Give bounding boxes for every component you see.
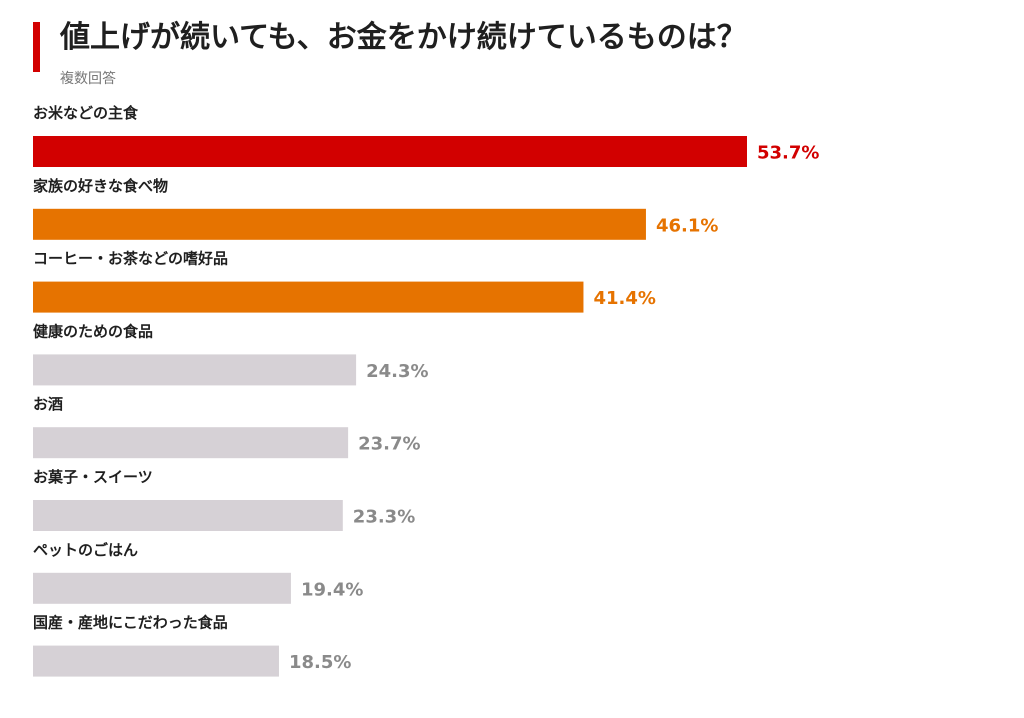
category-label: コーヒー・お茶などの嗜好品: [33, 250, 228, 268]
chart-subtitle: 複数回答: [60, 71, 116, 87]
bar: [33, 572, 291, 604]
value-label: 24.3%: [366, 361, 428, 382]
value-label: 53.7%: [757, 143, 819, 164]
category-label: 国産・産地にこだわった食品: [33, 614, 228, 632]
value-label: 19.4%: [301, 579, 363, 600]
bar: [33, 500, 343, 531]
value-label: 18.5%: [289, 652, 351, 673]
category-label: お米などの主食: [33, 104, 139, 122]
bar-row: 健康のための食品 24.3%: [33, 322, 429, 386]
category-label: ペットのごはん: [33, 541, 138, 559]
bar: [33, 281, 584, 313]
chart-title: 値上げが続いても、お金をかけ続けているものは？: [60, 20, 747, 55]
bar: [33, 645, 279, 677]
bar-row: 家族の好きな食べ物 46.1%: [33, 177, 718, 240]
bar-row: お米などの主食 53.7%: [33, 104, 819, 167]
title-block: 値上げが続いても、お金をかけ続けているものは？ 複数回答: [33, 18, 993, 87]
bar-row: コーヒー・お茶などの嗜好品 41.4%: [33, 250, 656, 313]
bar: [33, 136, 747, 167]
category-label: お酒: [33, 395, 63, 413]
value-label: 23.3%: [353, 507, 415, 528]
value-label: 41.4%: [593, 288, 655, 309]
category-label: 家族の好きな食べ物: [33, 177, 168, 195]
bar-row: ペットのごはん 19.4%: [33, 541, 363, 604]
value-label: 46.1%: [656, 215, 718, 236]
category-label: 健康のための食品: [33, 322, 153, 340]
title-accent-bar: [33, 22, 40, 72]
bar: [33, 427, 349, 459]
bar-row: 国産・産地にこだわった食品 18.5%: [33, 614, 351, 677]
bar: [33, 208, 646, 240]
bar: [33, 354, 357, 386]
bar-row: お酒 23.7%: [33, 395, 421, 459]
category-label: お菓子・スイーツ: [33, 468, 153, 486]
value-label: 23.7%: [358, 434, 420, 455]
bar-row: お菓子・スイーツ 23.3%: [33, 468, 415, 531]
